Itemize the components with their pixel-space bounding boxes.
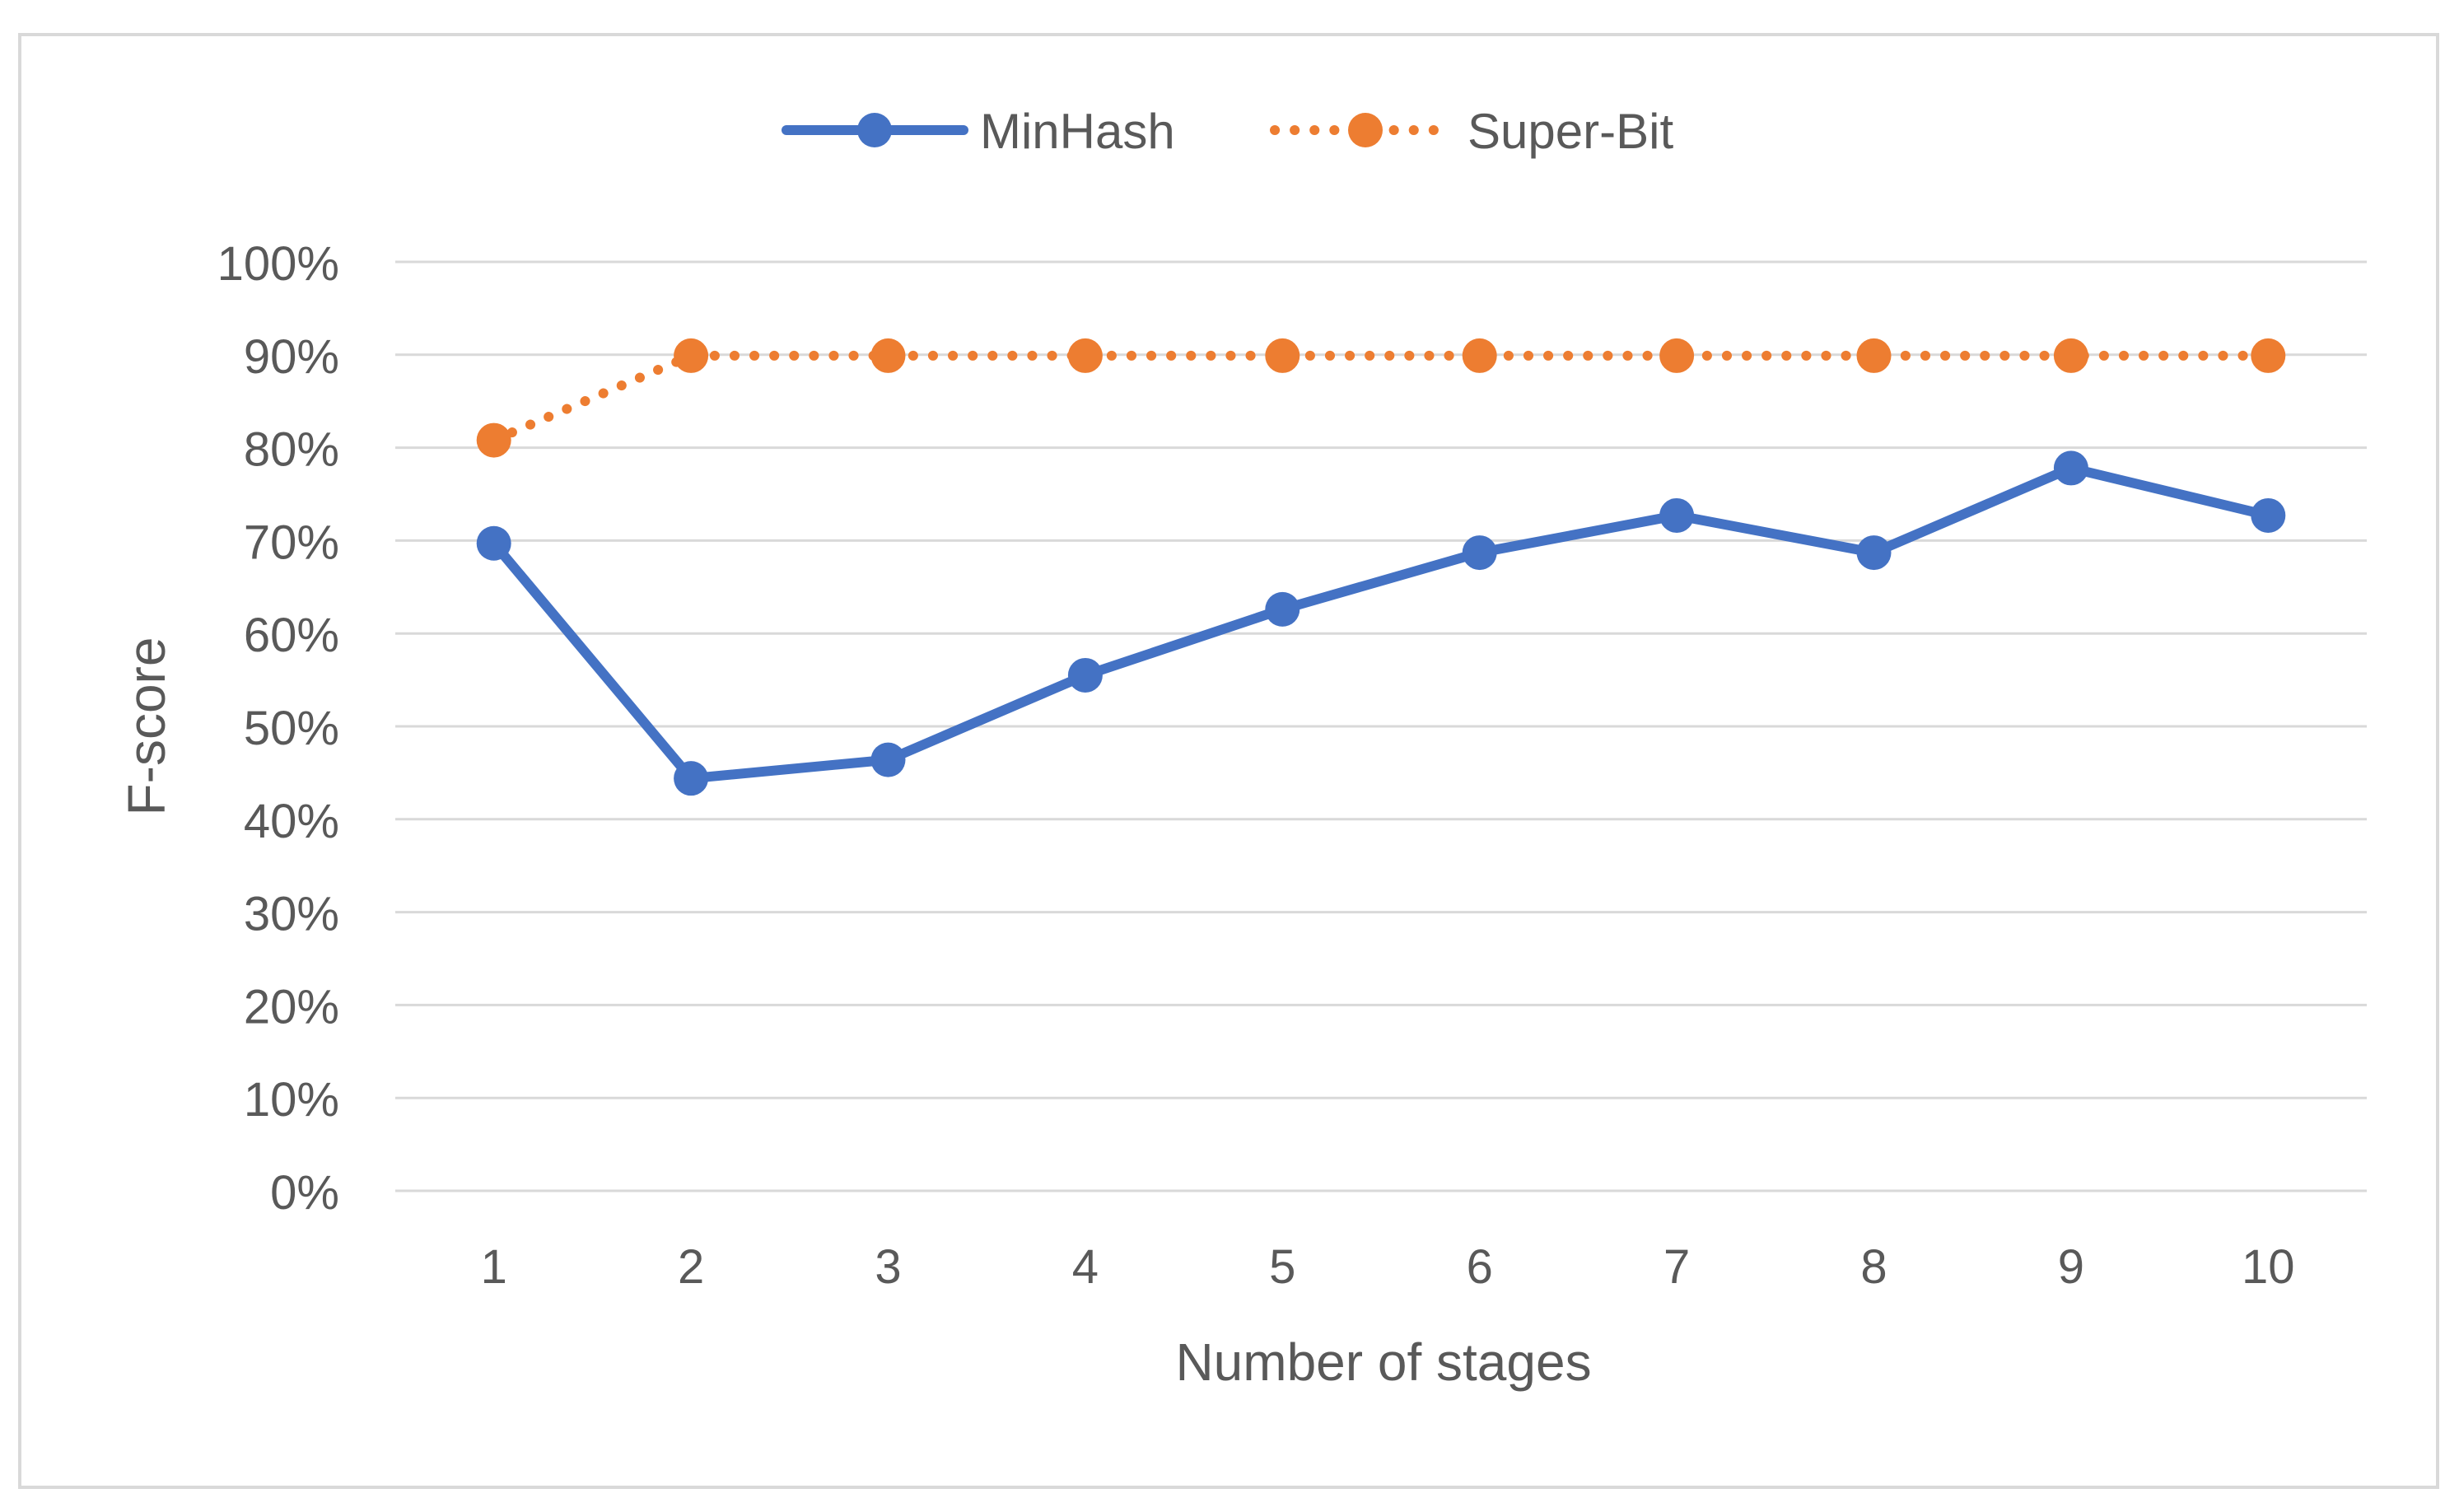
data-point <box>1462 338 1497 373</box>
y-tick-label: 10% <box>244 1073 339 1127</box>
legend-swatch-marker <box>857 113 892 147</box>
x-tick-label: 4 <box>1072 1240 1099 1294</box>
y-tick-label: 0% <box>270 1166 339 1220</box>
y-tick-label: 80% <box>244 423 339 477</box>
data-point <box>1659 338 1695 373</box>
x-axis-label: Number of stages <box>1175 1332 1591 1392</box>
y-tick-label: 60% <box>244 609 339 662</box>
y-axis-label: F-score <box>117 637 176 816</box>
data-point <box>1856 535 1892 571</box>
y-axis-ticks: 0% 10% 20% 30% 40% 50% 60% 70% 80% 90% 100% <box>217 237 339 1220</box>
series-0 <box>476 450 2286 796</box>
data-point <box>674 338 709 373</box>
data-point <box>870 338 906 373</box>
x-tick-label: 2 <box>678 1240 704 1294</box>
x-tick-label: 9 <box>2058 1240 2084 1294</box>
series-line <box>488 463 2274 784</box>
data-point <box>1856 338 1892 373</box>
data-point <box>2053 338 2088 373</box>
legend-item: Super-Bit <box>1270 104 1673 159</box>
y-tick-label: 30% <box>244 888 339 941</box>
data-point <box>1265 338 1300 373</box>
data-point <box>1659 497 1695 533</box>
series-line <box>488 350 2274 446</box>
series-lines <box>476 338 2286 796</box>
series-1 <box>476 338 2286 458</box>
data-point <box>1265 591 1300 627</box>
legend-item: MinHash <box>782 104 1175 159</box>
legend-label: MinHash <box>980 104 1175 159</box>
data-point <box>2251 497 2286 533</box>
x-tick-label: 1 <box>481 1240 507 1294</box>
legend-swatch-marker <box>1348 113 1383 147</box>
x-tick-label: 6 <box>1467 1240 1493 1294</box>
y-tick-label: 20% <box>244 980 339 1034</box>
data-point <box>476 525 511 561</box>
data-point <box>2251 338 2286 373</box>
data-point <box>2053 450 2088 486</box>
x-tick-label: 10 <box>2242 1240 2295 1294</box>
data-point <box>1067 338 1103 373</box>
data-point <box>1462 535 1497 571</box>
gridlines <box>395 260 2367 1192</box>
data-point <box>476 422 511 458</box>
y-tick-label: 50% <box>244 702 339 755</box>
x-tick-label: 7 <box>1663 1240 1690 1294</box>
x-tick-label: 8 <box>1860 1240 1887 1294</box>
chart-frame <box>18 33 2439 1489</box>
y-tick-label: 100% <box>217 237 339 291</box>
y-tick-label: 90% <box>244 330 339 384</box>
legend: MinHash Super-Bit <box>782 104 1673 159</box>
x-tick-label: 5 <box>1269 1240 1295 1294</box>
data-point <box>674 761 709 796</box>
x-tick-label: 3 <box>875 1240 901 1294</box>
y-tick-label: 70% <box>244 516 339 569</box>
data-point <box>1067 657 1103 693</box>
y-tick-label: 40% <box>244 795 339 848</box>
legend-label: Super-Bit <box>1467 104 1673 159</box>
x-axis-ticks: 1 2 3 4 5 6 7 8 9 10 <box>481 1240 2295 1294</box>
data-point <box>870 742 906 777</box>
